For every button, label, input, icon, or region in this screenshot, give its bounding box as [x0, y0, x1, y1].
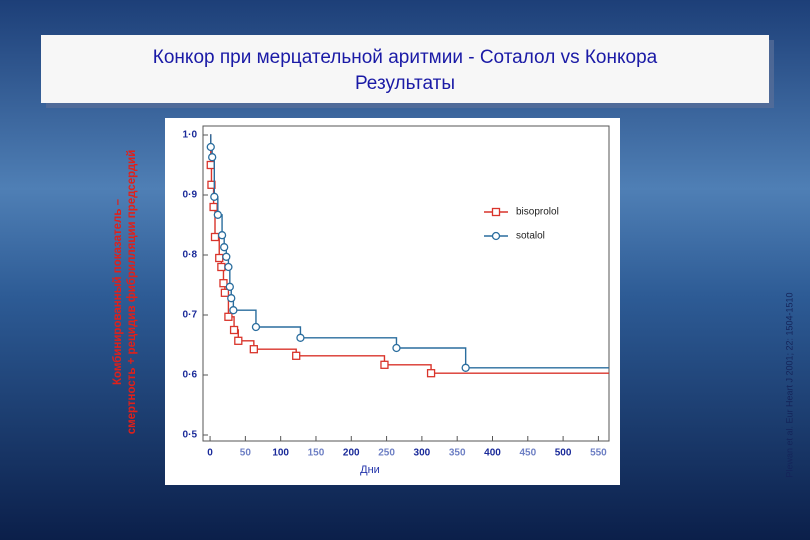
- data-point: [219, 279, 228, 288]
- data-point: [208, 153, 217, 162]
- plot-frame: [202, 125, 610, 442]
- title-box: [41, 35, 769, 103]
- title: Конкор при мерцательной аритмии - Сотало…: [153, 47, 658, 68]
- data-point: [426, 369, 436, 378]
- x-tick-label: 100: [272, 448, 289, 459]
- data-point: [296, 333, 305, 342]
- data-point: [225, 282, 234, 291]
- y-tick-label: 0·8: [183, 250, 198, 261]
- legend-marker: [491, 207, 501, 217]
- data-point: [251, 322, 261, 332]
- data-point: [224, 262, 233, 272]
- data-point: [215, 253, 224, 263]
- x-tick-label: 250: [378, 448, 395, 459]
- y-tick-label: 0·5: [183, 430, 198, 441]
- legend-label: bisoprolol: [516, 207, 559, 218]
- x-tick-label: 350: [449, 448, 466, 459]
- data-point: [210, 232, 220, 242]
- y-axis-label: Комбинированный показатель –: [112, 198, 124, 385]
- data-point: [213, 210, 222, 219]
- x-tick-label: 500: [555, 448, 572, 459]
- data-point: [227, 294, 236, 303]
- data-point: [220, 243, 229, 252]
- citation: Plewan et al. Eur Heart J 2001; 22: 1504…: [784, 292, 794, 477]
- x-axis-label: Дни: [360, 464, 380, 476]
- data-point: [249, 345, 258, 354]
- y-axis-label: смертность + рецидив фибрилляции предсер…: [126, 150, 138, 435]
- data-point: [210, 192, 219, 201]
- data-point: [229, 325, 239, 335]
- x-tick-label: 300: [414, 448, 431, 459]
- chart-panel: [165, 118, 620, 485]
- x-tick-label: 200: [343, 448, 360, 459]
- data-point: [229, 306, 238, 315]
- x-tick-label: 450: [519, 448, 536, 459]
- data-point: [380, 360, 389, 369]
- legend-marker: [491, 231, 501, 241]
- y-tick-label: 0·6: [183, 370, 198, 381]
- data-point: [222, 252, 231, 261]
- data-point: [217, 231, 227, 240]
- data-point: [206, 160, 215, 170]
- y-tick-label: 0·9: [183, 190, 198, 201]
- data-point: [217, 262, 226, 272]
- x-tick-label: 550: [590, 448, 607, 459]
- x-tick-label: 400: [484, 448, 501, 459]
- data-point: [224, 312, 233, 321]
- x-tick-label: 50: [240, 448, 252, 459]
- data-point: [206, 142, 215, 152]
- data-point: [292, 351, 301, 360]
- title: Результаты: [355, 73, 455, 94]
- data-point: [209, 202, 218, 212]
- data-point: [234, 336, 243, 345]
- data-point: [461, 363, 470, 372]
- y-tick-label: 1·0: [183, 130, 198, 141]
- x-tick-label: 0: [207, 448, 213, 459]
- y-tick-label: 0·7: [183, 310, 198, 321]
- data-point: [220, 288, 230, 297]
- x-tick-label: 150: [308, 448, 325, 459]
- legend-label: sotalol: [516, 231, 545, 242]
- data-point: [392, 343, 401, 353]
